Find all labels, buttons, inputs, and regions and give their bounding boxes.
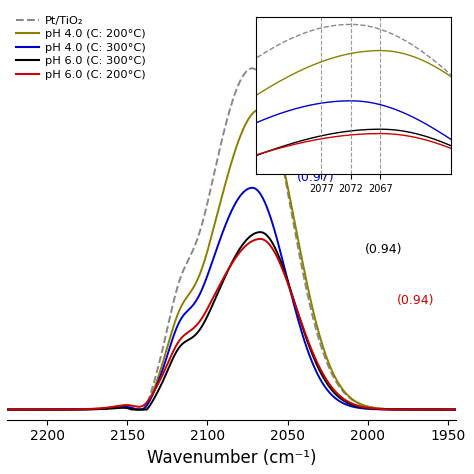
Text: (0.97): (0.97): [297, 171, 335, 184]
Text: (0.94): (0.94): [397, 294, 434, 307]
Text: (0.94): (0.94): [365, 243, 402, 255]
X-axis label: Wavenumber (cm⁻¹): Wavenumber (cm⁻¹): [147, 449, 316, 467]
Legend: Pt/TiO₂, pH 4.0 (C: 200°C), pH 4.0 (C: 300°C), pH 6.0 (C: 300°C), pH 6.0 (C: 200: Pt/TiO₂, pH 4.0 (C: 200°C), pH 4.0 (C: 3…: [13, 13, 149, 83]
Text: (0.98): (0.98): [288, 52, 325, 64]
Text: (0.98): (0.98): [294, 92, 332, 106]
